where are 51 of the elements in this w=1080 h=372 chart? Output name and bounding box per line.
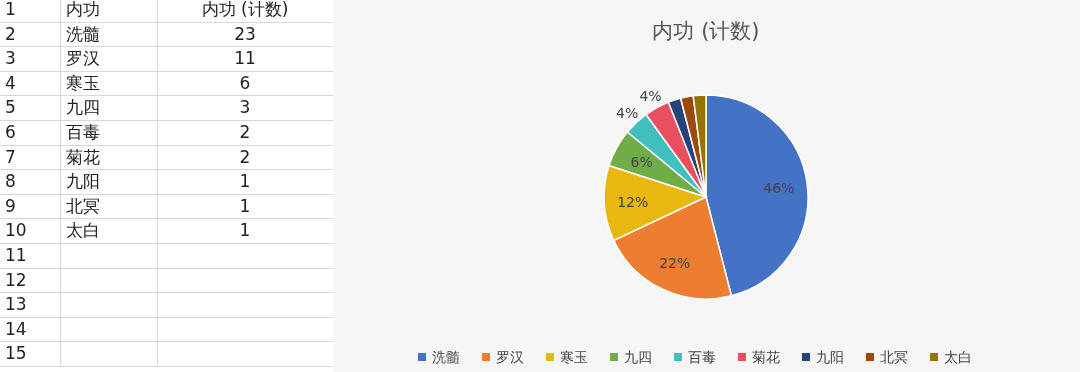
text: 11 [234,48,256,69]
text: 内功 [65,0,100,19]
text: 2 [5,23,16,44]
text: 9 [5,195,16,216]
category-label: 罗汉 [65,48,100,69]
category-label: 洗髓 [65,23,100,44]
text: 12 [5,269,27,290]
legend-label: 北冥 [880,349,908,365]
text: 5 [5,97,16,118]
chart-title: 内功 (计数) [652,19,760,43]
legend-label: 菊花 [752,349,780,365]
category-label: 九四 [65,97,100,118]
legend-label: 寒玉 [560,349,588,365]
text: 内功 (计数) [201,0,289,19]
text: 1 [239,220,251,241]
legend-label: 太白 [944,349,972,365]
category-label: 太白 [65,220,100,241]
text: 2 [239,146,251,167]
text: 14 [5,318,27,339]
data-label: 12% [617,193,649,210]
text: 6 [239,72,251,93]
data-label: 4% [615,104,639,121]
text: 11 [5,244,27,265]
text: 3 [5,48,16,69]
category-label: 百毒 [65,121,100,142]
text: 1 [5,0,16,19]
text: 13 [5,294,27,315]
text: 4 [5,72,16,93]
text: 10 [5,220,27,241]
legend-label: 百毒 [688,349,716,365]
text: 7 [5,146,16,167]
legend-label: 罗汉 [496,349,524,365]
category-label: 北冥 [65,195,100,216]
text: 1 [239,171,251,192]
category-label: 寒玉 [65,72,100,93]
text: 2 [239,121,251,142]
text: 3 [239,97,251,118]
text: 6 [5,121,16,142]
text: 23 [234,23,256,44]
data-label: 46% [763,179,795,196]
legend-label: 洗髓 [432,349,460,365]
data-label: 22% [659,255,691,272]
legend-label: 九阳 [816,349,844,365]
category-label: 九阳 [65,171,100,192]
text: 15 [5,343,27,364]
text: 1 [239,195,251,216]
text: 8 [5,171,16,192]
category-label: 菊花 [65,146,100,167]
legend-label: 九四 [624,349,652,365]
data-label: 6% [630,153,653,170]
data-label: 4% [639,88,662,104]
